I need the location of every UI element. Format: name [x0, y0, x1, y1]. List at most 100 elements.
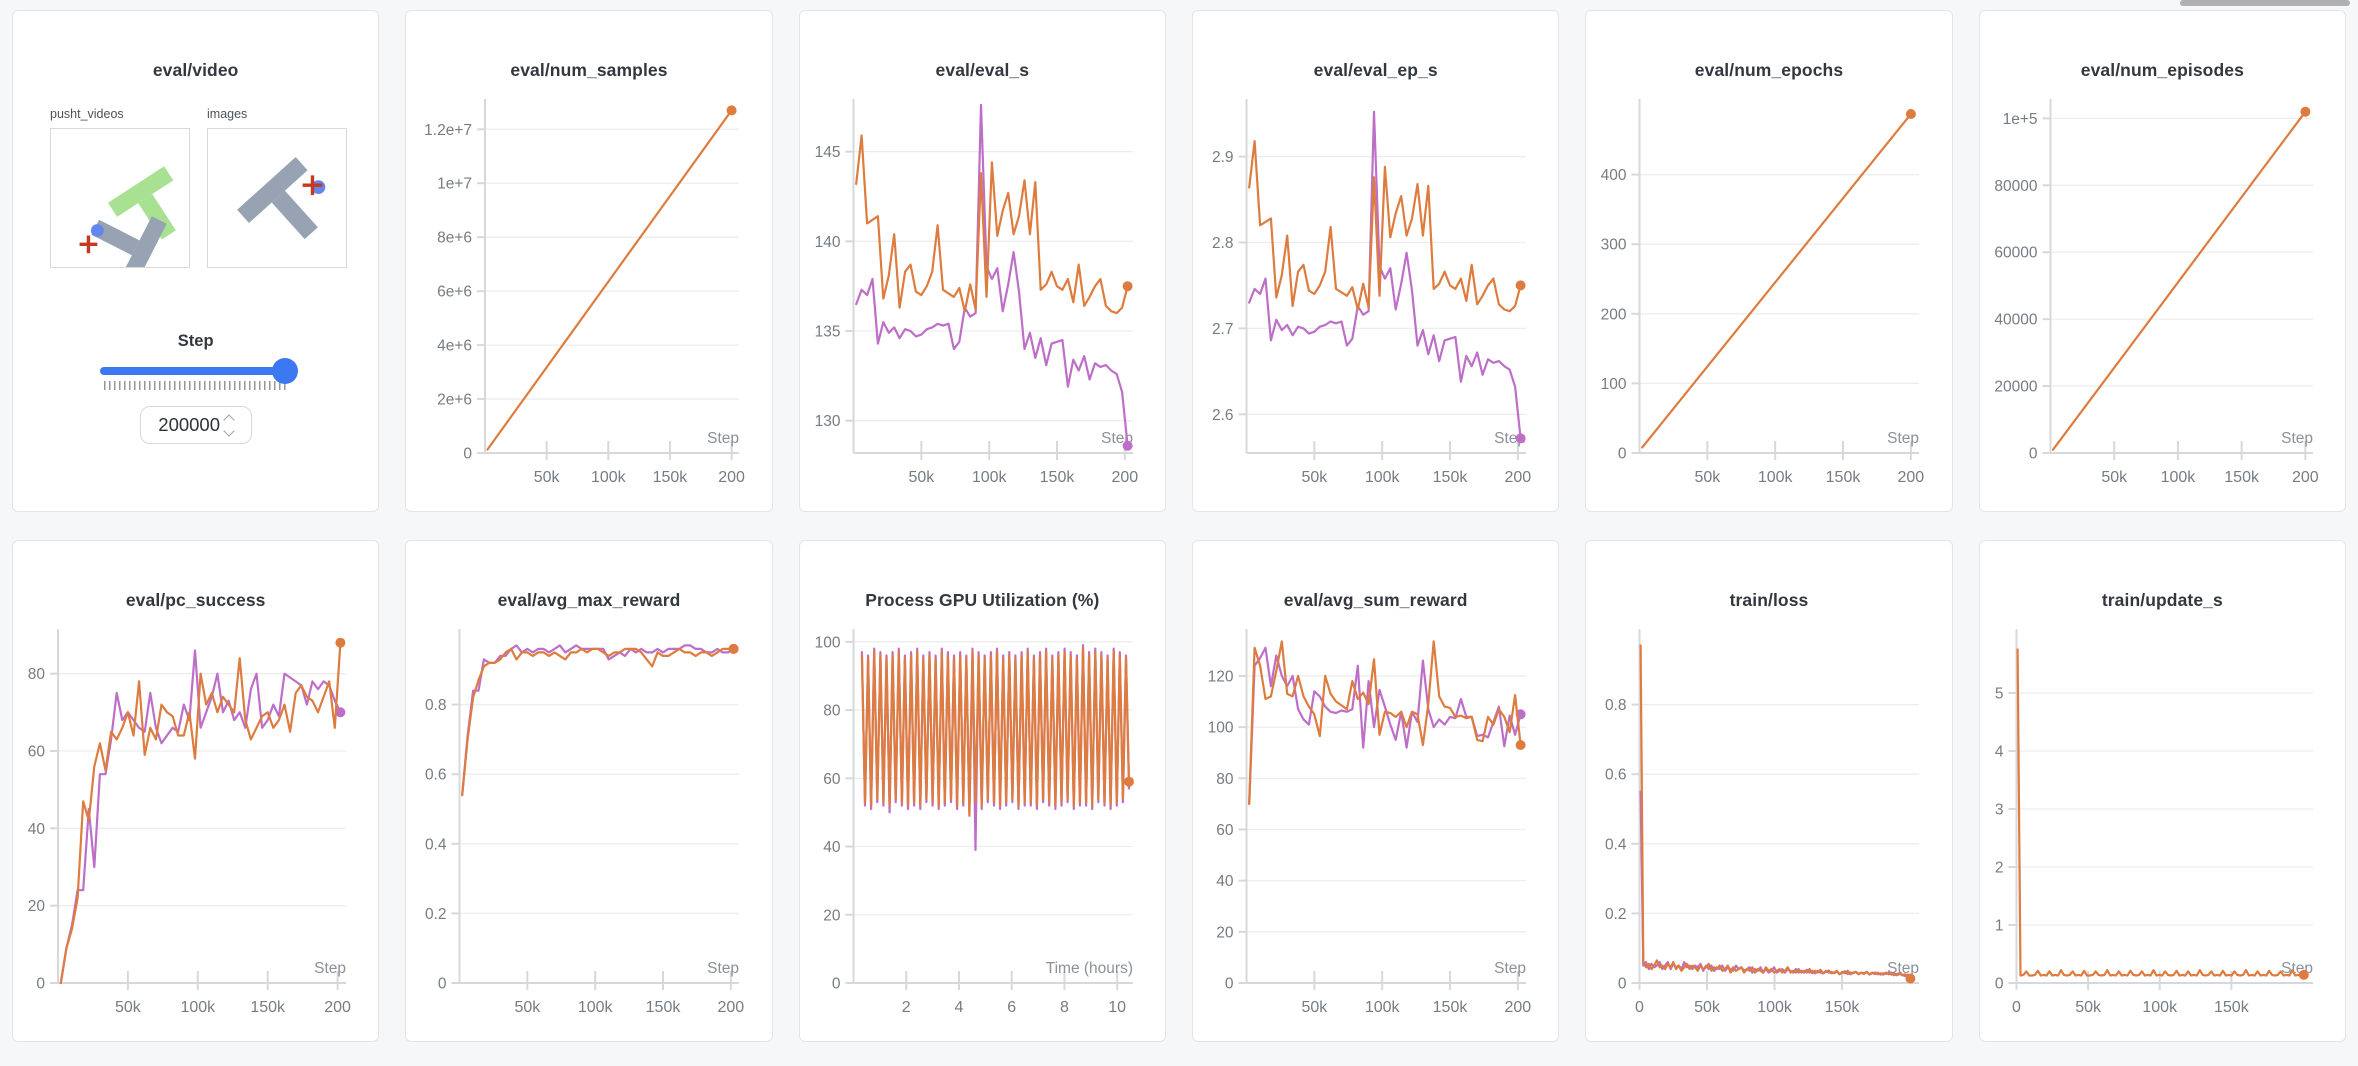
- svg-text:Step: Step: [1887, 430, 1919, 447]
- svg-text:60: 60: [28, 744, 46, 761]
- spinner-down-icon[interactable]: [223, 424, 235, 437]
- gray-t-shape: [237, 157, 318, 240]
- svg-text:50k: 50k: [515, 999, 542, 1016]
- agent-dot: [90, 224, 104, 237]
- svg-text:50k: 50k: [1694, 999, 1721, 1016]
- spinner-up-icon[interactable]: [223, 413, 235, 426]
- svg-text:100: 100: [1208, 720, 1234, 737]
- svg-text:80: 80: [28, 666, 46, 683]
- svg-text:60: 60: [823, 771, 841, 788]
- svg-text:140: 140: [814, 234, 840, 251]
- svg-text:150k: 150k: [2224, 469, 2260, 486]
- svg-text:50k: 50k: [115, 999, 142, 1016]
- svg-text:0: 0: [1635, 999, 1644, 1016]
- panel-eval-num-samples: eval/num_samples 0 2e+6 4e+6 6e+6 8e+6 1e+7 1.…: [405, 10, 773, 512]
- svg-text:2.6: 2.6: [1212, 407, 1234, 424]
- svg-text:400: 400: [1601, 167, 1627, 184]
- slider-thumb[interactable]: [271, 358, 298, 384]
- svg-text:80: 80: [823, 703, 841, 720]
- svg-text:Step: Step: [2281, 430, 2313, 447]
- number-spinner[interactable]: [223, 413, 235, 437]
- panel-eval-video: eval/video pusht_videos: [12, 10, 380, 512]
- svg-text:60: 60: [1216, 822, 1234, 839]
- media-row: pusht_videos: [13, 107, 378, 268]
- line-chart[interactable]: 0 20000 40000 60000 80000 1e+5 50k 100k 150k 200 S…: [1992, 95, 2335, 499]
- svg-text:4: 4: [1995, 744, 2004, 761]
- step-slider[interactable]: [99, 358, 298, 384]
- svg-text:0: 0: [36, 976, 45, 993]
- svg-text:50k: 50k: [534, 469, 561, 486]
- panel-eval-avg-sum-reward: eval/avg_sum_reward 0 20 40 60 80 100 120 50k 10…: [1192, 540, 1560, 1042]
- svg-text:145: 145: [814, 144, 840, 161]
- step-number-input[interactable]: 200000: [139, 406, 252, 444]
- images-scene-drawing: [237, 157, 326, 240]
- svg-text:6: 6: [1007, 999, 1016, 1016]
- line-chart[interactable]: 0 2e+6 4e+6 6e+6 8e+6 1e+7 1.2e+7 50k 100k 150k 20…: [418, 95, 761, 499]
- goal-cross: [79, 235, 98, 254]
- chart-title: train/loss: [1729, 590, 1809, 610]
- svg-text:130: 130: [814, 413, 840, 430]
- svg-text:10: 10: [1108, 999, 1126, 1016]
- pusht-video-thumbnail[interactable]: [50, 128, 190, 268]
- panel-eval-num-episodes: eval/num_episodes 0 20000 40000 60000 80000 1…: [1978, 10, 2346, 512]
- svg-text:0.6: 0.6: [425, 767, 447, 784]
- svg-text:2e+6: 2e+6: [437, 392, 472, 409]
- chart-title: train/update_s: [2101, 590, 2223, 610]
- panel-eval-avg-max-reward: eval/avg_max_reward 0 0.2 0.4 0.6 0.8 50k 100k…: [405, 540, 773, 1042]
- svg-text:150k: 150k: [1825, 999, 1861, 1016]
- svg-text:20: 20: [28, 898, 46, 915]
- svg-text:4e+6: 4e+6: [437, 338, 472, 355]
- svg-text:6e+6: 6e+6: [437, 284, 472, 301]
- chart-title: eval/num_epochs: [1694, 60, 1844, 80]
- svg-text:0: 0: [832, 976, 841, 993]
- chart-title: eval/num_episodes: [2080, 60, 2244, 80]
- svg-text:4: 4: [954, 999, 963, 1016]
- line-chart[interactable]: 0 20 40 60 80 100 2 4 6 8 10 Time (hours): [812, 625, 1155, 1029]
- svg-text:200: 200: [718, 999, 745, 1016]
- svg-text:60000: 60000: [1994, 245, 2037, 262]
- goal-cross: [302, 175, 323, 196]
- svg-text:200: 200: [324, 999, 351, 1016]
- svg-text:40: 40: [28, 821, 46, 838]
- svg-text:50k: 50k: [1301, 999, 1328, 1016]
- images-thumbnail[interactable]: [207, 128, 347, 268]
- chart-title: eval/avg_max_reward: [497, 590, 681, 610]
- green-t-shape: [107, 166, 176, 240]
- line-chart[interactable]: 0 0.2 0.4 0.6 0.8 50k 100k 150k 200 Step: [418, 625, 761, 1029]
- svg-text:200: 200: [1505, 999, 1532, 1016]
- pusht-scene-drawing: [79, 166, 176, 267]
- line-chart[interactable]: 0 20 40 60 80 50k 100k 150k 200 Step: [25, 625, 368, 1029]
- svg-text:150k: 150k: [1433, 469, 1469, 486]
- svg-text:80: 80: [1216, 771, 1234, 788]
- line-chart[interactable]: 0 20 40 60 80 100 120 50k 100k 150k 200 Step: [1205, 625, 1548, 1029]
- svg-text:1.2e+7: 1.2e+7: [424, 122, 472, 139]
- svg-text:100k: 100k: [180, 999, 216, 1016]
- svg-text:20: 20: [823, 907, 841, 924]
- svg-text:200: 200: [1111, 469, 1138, 486]
- slider-track[interactable]: [99, 358, 298, 384]
- step-slider-label: Step: [177, 332, 214, 350]
- svg-text:0: 0: [464, 446, 473, 463]
- chart-title: Process GPU Utilization (%): [865, 590, 1100, 610]
- chart-title: eval/avg_sum_reward: [1283, 590, 1468, 610]
- media-label: pusht_videos: [50, 107, 124, 121]
- svg-text:0.8: 0.8: [425, 697, 447, 714]
- svg-text:40000: 40000: [1994, 312, 2037, 329]
- svg-text:100k: 100k: [1365, 999, 1401, 1016]
- svg-text:8: 8: [1060, 999, 1069, 1016]
- svg-text:100k: 100k: [1758, 999, 1794, 1016]
- line-chart[interactable]: 0 100 200 300 400 50k 100k 150k 200 Step: [1598, 95, 1941, 499]
- svg-text:50k: 50k: [2101, 469, 2128, 486]
- panel-train-update-s: train/update_s 0 1 2 3 4 5 0 50k 100k 150k Step: [1978, 540, 2346, 1042]
- svg-text:0: 0: [1618, 976, 1627, 993]
- svg-text:100k: 100k: [1365, 469, 1401, 486]
- svg-text:100k: 100k: [2142, 999, 2178, 1016]
- svg-text:0.6: 0.6: [1605, 767, 1627, 784]
- svg-text:Step: Step: [707, 960, 739, 977]
- horizontal-scrollbar-fragment[interactable]: [2180, 0, 2350, 6]
